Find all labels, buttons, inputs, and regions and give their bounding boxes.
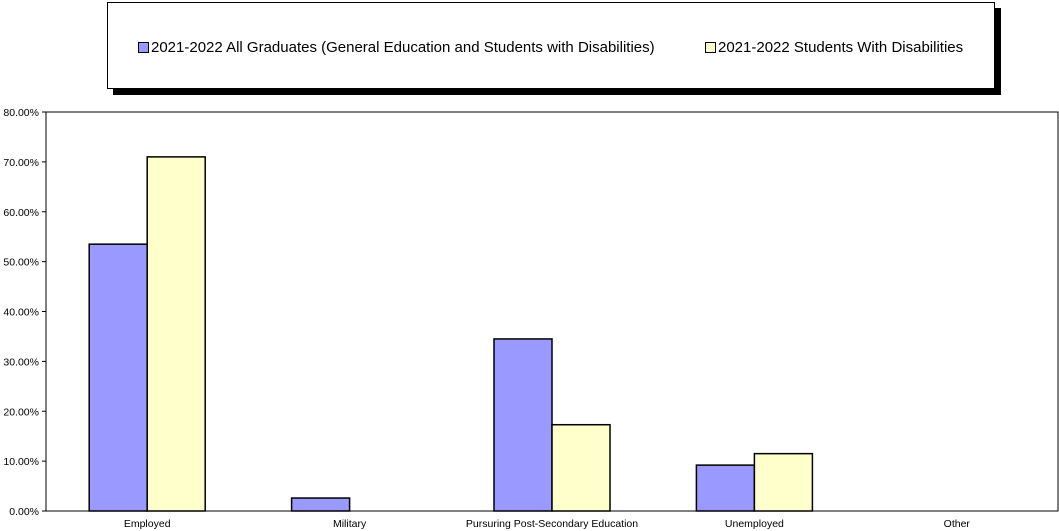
- x-tick-label: Employed: [124, 518, 171, 530]
- chart-legend: 2021-2022 All Graduates (General Educati…: [107, 2, 995, 89]
- x-tick-label: Pursuring Post-Secondary Education: [466, 518, 638, 530]
- bar-all-graduates: [88, 243, 148, 512]
- y-tick-label: 80.00%: [3, 107, 39, 119]
- y-tick-label: 0.00%: [9, 506, 39, 518]
- bar-students-with-disabilities: [146, 156, 206, 512]
- legend-swatch-all-graduates: [138, 42, 149, 53]
- bar-students-with-disabilities: [551, 423, 611, 512]
- x-tick-label: Other: [944, 518, 971, 530]
- x-tick-label: Military: [333, 518, 367, 530]
- legend-swatch-students-with-disabilities: [705, 42, 716, 53]
- y-tick-label: 40.00%: [3, 307, 39, 319]
- bar-all-graduates: [290, 497, 351, 512]
- bar-all-graduates: [493, 338, 553, 512]
- y-tick-label: 60.00%: [3, 207, 39, 219]
- x-tick-label: Unemployed: [725, 518, 784, 530]
- legend-label-all-graduates: 2021-2022 All Graduates (General Educati…: [151, 39, 655, 56]
- legend-item-students-with-disabilities: 2021-2022 Students With Disabilities: [705, 39, 963, 56]
- y-tick-label: 30.00%: [3, 356, 39, 368]
- legend-label-students-with-disabilities: 2021-2022 Students With Disabilities: [718, 39, 964, 56]
- y-tick-label: 70.00%: [3, 157, 39, 169]
- y-tick-label: 50.00%: [3, 257, 39, 269]
- bar-all-graduates: [695, 464, 756, 512]
- bar-students-with-disabilities: [753, 452, 814, 512]
- legend-item-all-graduates: 2021-2022 All Graduates (General Educati…: [138, 39, 655, 56]
- y-tick-label: 20.00%: [3, 406, 39, 418]
- y-tick-label: 10.00%: [3, 456, 39, 468]
